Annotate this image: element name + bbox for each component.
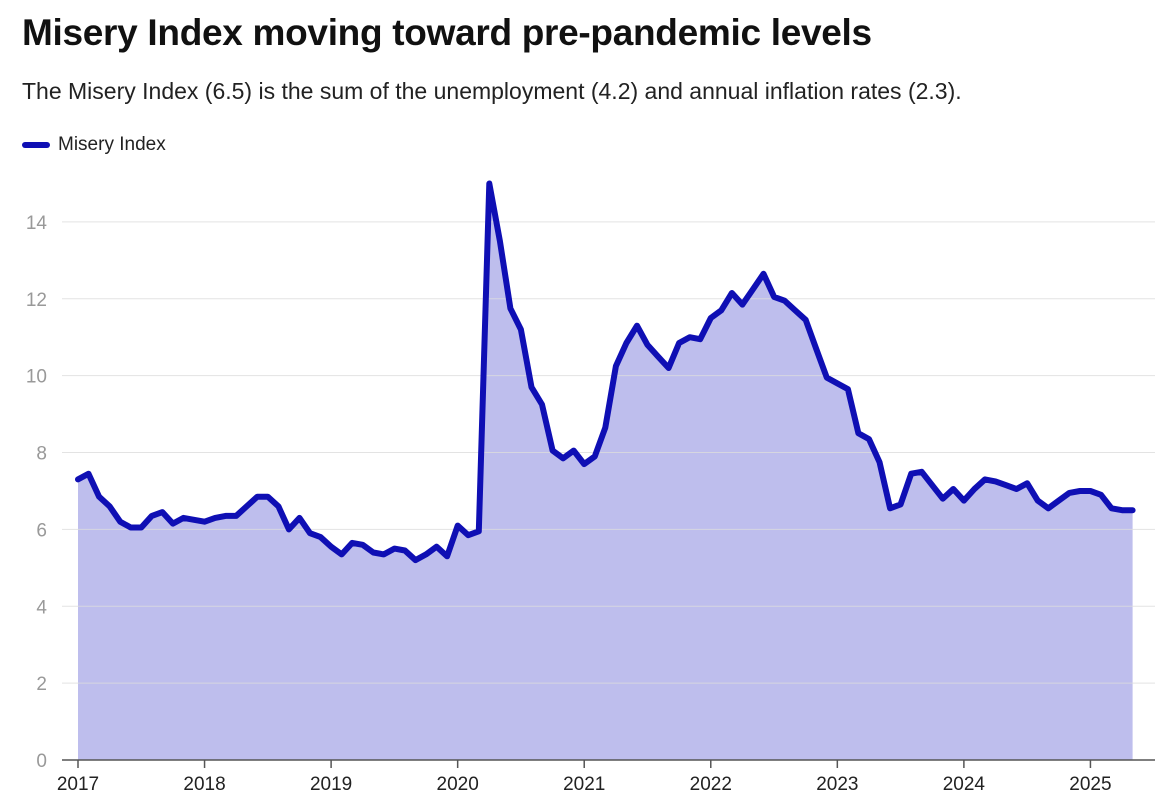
y-tick-label-8: 8 [36,444,47,465]
x-tick-label-2021: 2021 [563,774,605,795]
legend-label-misery-index: Misery Index [58,134,166,155]
y-tick-label-0: 0 [36,751,47,772]
y-tick-label-4: 4 [36,597,47,618]
legend-swatch-misery-index [22,142,50,148]
x-tick-label-2017: 2017 [57,774,99,795]
legend: Misery Index [22,134,166,156]
x-tick-label-2024: 2024 [943,774,986,795]
misery-index-line [75,180,1136,564]
misery-index-area [78,183,1133,760]
y-tick-label-12: 12 [26,290,47,311]
x-tick-label-2022: 2022 [690,774,732,795]
x-tick-label-2025: 2025 [1069,774,1111,795]
y-tick-label-6: 6 [36,520,47,541]
x-tick-label-2023: 2023 [816,774,858,795]
x-tick-label-2019: 2019 [310,774,352,795]
x-tick-label-2018: 2018 [183,774,225,795]
y-tick-label-10: 10 [26,367,47,388]
chart-title: Misery Index moving toward pre-pandemic … [22,12,872,53]
chart-subtitle: The Misery Index (6.5) is the sum of the… [22,78,962,104]
x-tick-label-2020: 2020 [437,774,479,795]
y-tick-label-2: 2 [36,674,47,695]
y-tick-label-14: 14 [26,213,48,234]
